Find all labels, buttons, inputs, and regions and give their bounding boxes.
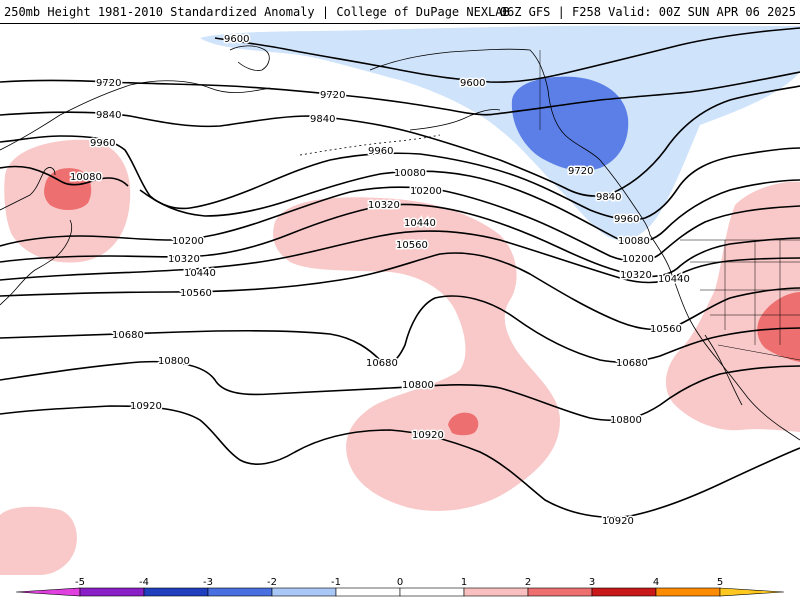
colorbar-swatch bbox=[655, 587, 721, 597]
coastline-alaska-peninsula bbox=[409, 109, 501, 131]
contour-label: 9720 bbox=[320, 90, 345, 101]
colorbar: -5 -4 -3 -2 -1 0 1 2 3 4 5 bbox=[15, 577, 785, 597]
colorbar-swatches bbox=[15, 587, 785, 597]
coastline-asia bbox=[0, 167, 56, 211]
colorbar-swatch bbox=[207, 587, 273, 597]
contour-9720 bbox=[0, 71, 800, 116]
contour-label: 10200 bbox=[172, 236, 204, 247]
contour-label: 10440 bbox=[404, 218, 436, 229]
negative-anomaly-region bbox=[200, 25, 800, 240]
contour-10080 bbox=[139, 170, 800, 244]
coastline-baja bbox=[704, 334, 743, 406]
contour-label: 9840 bbox=[310, 114, 335, 125]
colorbar-swatch bbox=[143, 587, 209, 597]
contour-label: 10560 bbox=[396, 240, 428, 251]
colorbar-tick-labels: -5 -4 -3 -2 -1 0 1 2 3 4 5 bbox=[75, 577, 723, 588]
contour-label: 9720 bbox=[568, 166, 593, 177]
political-borders bbox=[539, 50, 800, 361]
colorbar-tick: 4 bbox=[653, 577, 659, 588]
contour-label: 10080 bbox=[70, 172, 102, 183]
contour-label: 10080 bbox=[618, 236, 650, 247]
map-header: 250mb Height 1981-2010 Standardized Anom… bbox=[0, 0, 800, 24]
contour-label: 10680 bbox=[112, 330, 144, 341]
colorbar-swatch bbox=[463, 587, 529, 597]
contour-label: 9960 bbox=[614, 214, 639, 225]
contour-label: 10080 bbox=[394, 168, 426, 179]
contour-label: 10320 bbox=[168, 254, 200, 265]
contour-label: 9720 bbox=[96, 78, 121, 89]
contour-label: 10920 bbox=[602, 516, 634, 527]
contour-label: 9600 bbox=[460, 78, 485, 89]
contour-label: 10680 bbox=[616, 358, 648, 369]
contour-label: 10200 bbox=[410, 186, 442, 197]
contour-label: 10800 bbox=[158, 356, 190, 367]
coastlines bbox=[0, 45, 800, 441]
contour-label: 9840 bbox=[596, 192, 621, 203]
contour-label: 9600 bbox=[224, 34, 249, 45]
model-valid-time: 06Z GFS | F258 Valid: 00Z SUN APR 06 202… bbox=[499, 5, 796, 19]
contour-label: 10320 bbox=[620, 270, 652, 281]
colorbar-tick: 2 bbox=[525, 577, 531, 588]
positive-anomaly-region bbox=[665, 181, 800, 432]
positive-anomaly-shading bbox=[0, 139, 800, 575]
colorbar-swatch bbox=[399, 587, 465, 597]
coastline-aleutians bbox=[299, 134, 441, 156]
colorbar-swatch bbox=[719, 587, 785, 597]
contour-label: 10560 bbox=[650, 324, 682, 335]
strong-positive-anomaly-core bbox=[448, 412, 479, 436]
contour-label: 10800 bbox=[610, 415, 642, 426]
colorbar-tick: 5 bbox=[717, 577, 723, 588]
contour-label: 9960 bbox=[368, 146, 393, 157]
contour-10560 bbox=[0, 252, 800, 331]
contour-10320 bbox=[0, 203, 800, 278]
colorbar-tick: 3 bbox=[589, 577, 595, 588]
contour-label: 10200 bbox=[622, 254, 654, 265]
contour-label: 10320 bbox=[368, 200, 400, 211]
contour-9840 bbox=[0, 85, 800, 197]
colorbar-swatch bbox=[79, 587, 145, 597]
contour-10920 bbox=[0, 405, 800, 519]
contour-label: 10920 bbox=[130, 401, 162, 412]
contour-10080 bbox=[0, 165, 129, 187]
colorbar-swatch bbox=[15, 587, 81, 597]
contour-label: 10440 bbox=[184, 268, 216, 279]
contour-label: 10440 bbox=[658, 274, 690, 285]
contour-label: 10920 bbox=[412, 430, 444, 441]
anomaly-map: 9600 9600 9720 9720 9720 9840 9840 9840 … bbox=[0, 25, 800, 575]
colorbar-swatch bbox=[335, 587, 401, 597]
contour-10800 bbox=[0, 360, 800, 422]
colorbar-tick: -5 bbox=[75, 577, 85, 588]
colorbar-tick: -3 bbox=[203, 577, 213, 588]
contour-labels: 9600 9600 9720 9720 9720 9840 9840 9840 … bbox=[69, 33, 692, 529]
colorbar-tick: -2 bbox=[267, 577, 277, 588]
colorbar-tick: -4 bbox=[139, 577, 149, 588]
contour-10440 bbox=[0, 230, 800, 284]
contour-label: 10560 bbox=[180, 288, 212, 299]
height-contours bbox=[0, 27, 800, 519]
contour-label: 9960 bbox=[90, 138, 115, 149]
contour-9600 bbox=[214, 27, 800, 83]
contour-10200 bbox=[0, 186, 800, 262]
coastline-asia bbox=[0, 80, 271, 151]
positive-anomaly-region bbox=[0, 506, 77, 575]
border-line bbox=[717, 344, 800, 361]
colorbar-swatch bbox=[591, 587, 657, 597]
positive-anomaly-region bbox=[273, 197, 560, 511]
colorbar-tick: 0 bbox=[397, 577, 403, 588]
contour-10680 bbox=[0, 295, 800, 364]
coastline-kamchatka bbox=[229, 45, 270, 71]
colorbar-swatch bbox=[527, 587, 593, 597]
contour-label: 9840 bbox=[96, 110, 121, 121]
colorbar-swatch bbox=[271, 587, 337, 597]
colorbar-tick: -1 bbox=[331, 577, 341, 588]
strong-positive-anomaly-core bbox=[757, 292, 800, 362]
contour-9960 bbox=[0, 135, 800, 221]
contour-label: 10800 bbox=[402, 380, 434, 391]
map-title: 250mb Height 1981-2010 Standardized Anom… bbox=[4, 5, 510, 19]
colorbar-tick: 1 bbox=[461, 577, 467, 588]
contour-label: 10680 bbox=[366, 358, 398, 369]
